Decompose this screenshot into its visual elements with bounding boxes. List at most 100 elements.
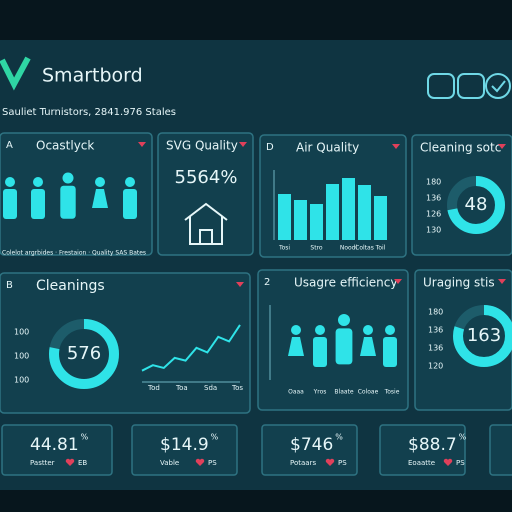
person-body [3,189,17,219]
card-caption: Potaars [290,459,316,467]
panel-title: SVG Quality [166,139,238,153]
card-unit: % [459,433,467,442]
stat-card[interactable] [1,424,113,476]
card-tag: EB [78,459,87,467]
x-tick-label: Blaate [334,389,353,396]
donut-value: 163 [467,325,501,346]
toolbar-button[interactable] [485,73,511,99]
card-value: $14.9 [160,435,209,455]
axis-label: 136 [428,326,443,335]
panel-menu[interactable] [239,142,247,147]
person-head [33,177,43,187]
bar [310,204,323,240]
bar [278,194,291,240]
person-head [125,177,135,187]
card-caption: Eoaatte [408,459,435,467]
panel [157,132,254,256]
panel-title: Cleaning sotc [420,141,501,155]
panel-title: Usagre efficiency [294,276,397,290]
panel-menu[interactable] [498,144,506,149]
x-tick-label: Tosie [384,389,400,396]
panel [0,132,153,256]
panel-menu[interactable] [498,279,506,284]
panel [257,269,409,411]
panel-badge: A [6,140,13,151]
card-tag: PS [208,459,217,467]
card-value: 44.81 [30,435,79,455]
subtitle: Sauliet Turnistors, 2841.976 Stales [2,107,176,118]
person-head [95,177,105,187]
axis-label: 180 [426,178,441,187]
axis-label: 136 [426,194,441,203]
bar [342,178,355,240]
axis-label: 100 [14,328,29,337]
card-unit: % [335,433,343,442]
x-tick-label: Coloae [358,389,379,396]
x-tick-label: Oaaa [288,389,304,396]
panel-title: Cleanings [36,278,105,294]
x-tick-label: Tod [147,384,160,392]
person-body [31,189,45,219]
x-tick-label: Stro [310,245,322,252]
person-head [315,325,325,335]
kpi-value: 5564% [175,167,238,188]
x-tick-label: Coltas [355,245,374,252]
logo [0,56,31,91]
bar [326,184,339,240]
donut-value: 48 [465,194,488,215]
bar [358,185,371,240]
x-tick-label: Noodi [340,245,358,252]
axis-label: 136 [428,344,443,353]
panel-title: Air Quality [296,141,359,155]
person-head [363,325,373,335]
x-tick-label: Tos [231,384,243,392]
person-head [62,172,74,184]
x-tick-label: Yros [313,389,327,396]
panel-title: Uraging stis [423,276,495,290]
heart-icon [65,458,75,466]
donut-arc [453,305,512,367]
stat-card[interactable] [379,424,466,476]
axis-label: 120 [428,362,443,371]
bar [294,200,307,240]
panel-badge: 2 [264,277,270,288]
panel-menu[interactable] [138,142,146,147]
person-head [338,314,350,326]
heart-icon [325,458,335,466]
panel-menu[interactable] [394,279,402,284]
check-icon [491,80,506,93]
card-tag: PS [456,459,465,467]
toolbar [427,73,511,99]
stat-card[interactable] [489,424,512,476]
panel [0,272,251,414]
stat-card[interactable] [131,424,238,476]
card-caption: Pastter [30,459,55,467]
panel-badge: B [6,280,13,291]
panel [414,269,512,411]
panel-badge: D [266,142,274,153]
card-caption: Vable [160,459,179,467]
person-body [313,337,327,367]
person-body [92,189,108,208]
heart-icon [443,458,453,466]
card-unit: % [211,433,219,442]
card-value: $88.7 [408,435,457,455]
person-body [335,328,353,365]
card-unit: % [81,433,89,442]
x-tick-label: Toil [375,245,386,252]
card-value: $746 [290,435,333,455]
x-tick-label: Toa [175,384,188,392]
axis-label: 126 [426,210,441,219]
panel-menu[interactable] [236,282,244,287]
person-head [291,325,301,335]
card-tag: PS [338,459,347,467]
panel-menu[interactable] [392,144,400,149]
axis-label: 100 [14,376,29,385]
toolbar-button[interactable] [457,73,485,99]
person-body [383,337,397,367]
line-series [141,324,241,372]
donut-value: 576 [67,343,101,364]
toolbar-button[interactable] [427,73,455,99]
